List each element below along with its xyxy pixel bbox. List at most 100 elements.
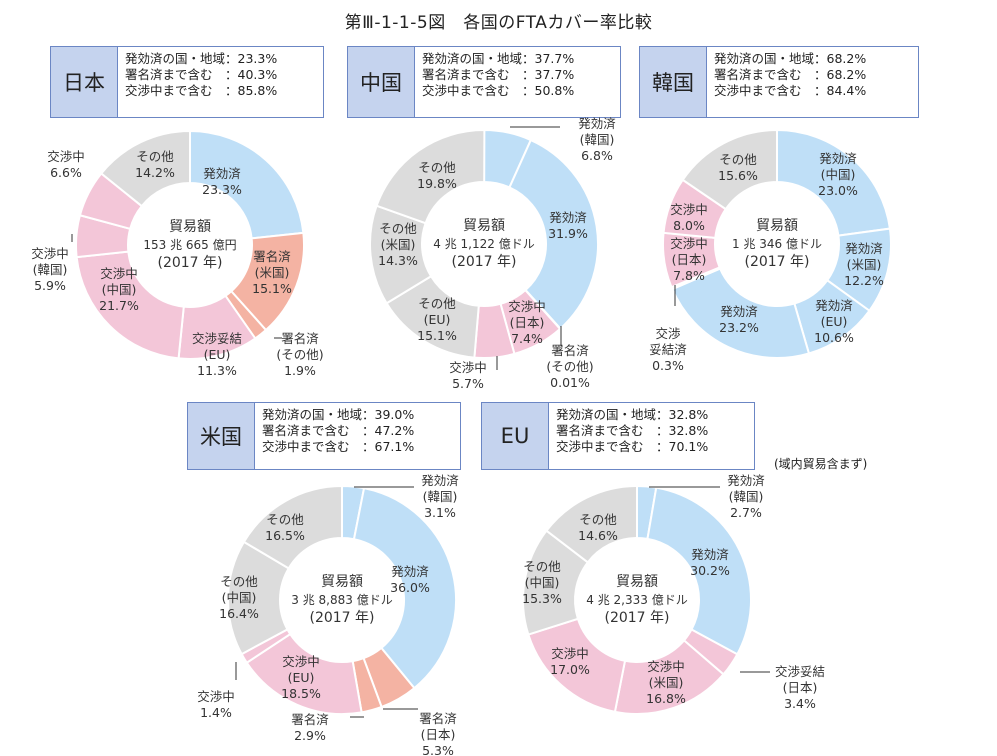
slice-label: (その他) [276,347,323,362]
slice-jp-7 [99,129,191,208]
slice-label: (EU) [288,670,315,685]
summary-row: 発効済の国・地域：23.3% [125,51,278,66]
summary-row: 発効済の国・地域：68.2% [714,51,867,66]
summary-rows: 発効済の国・地域：68.2% 署名済まで含む ：68.2% 交渉中まで含む ：8… [707,47,874,117]
slice-label: 5.3% [422,743,454,756]
slice-label: 19.8% [417,176,457,191]
slice-label: 23.2% [719,320,759,335]
slice-label: 交渉中 [449,360,487,375]
center-text: 貿易額 [169,219,211,235]
country-name: 日本 [51,47,118,117]
summary-row: 交渉中まで含む ：84.4% [714,83,867,98]
slice-label: 36.0% [390,580,430,595]
slice-label: 16.8% [646,691,686,706]
slice-label: 18.5% [281,686,321,701]
slice-label: 7.8% [673,268,705,283]
slice-label: 発効済 [720,304,758,319]
center-text: 貿易額 [756,218,798,234]
slice-label: その他 [418,296,456,311]
summary-rows: 発効済の国・地域：37.7% 署名済まで含む ：37.7% 交渉中まで含む ：5… [415,47,582,117]
slice-label: (韓国) [580,132,615,147]
slice-jp-0 [189,129,305,240]
slice-label: 15.1% [252,281,292,296]
summary-rows: 発効済の国・地域：32.8% 署名済まで含む ：32.8% 交渉中まで含む ：7… [549,403,716,469]
slice-label: (中国) [525,575,560,590]
slice-label: 3.4% [784,696,816,711]
slice-label: その他 [220,574,258,589]
slice-label: 発効済 [203,166,241,181]
slice-label: 15.6% [718,168,758,183]
slice-label: 10.6% [814,330,854,345]
summary-row: 発効済の国・地域：37.7% [422,51,575,66]
header-eu: EU 発効済の国・地域：32.8% 署名済まで含む ：32.8% 交渉中まで含む… [481,402,755,470]
center-text: 貿易額 [616,574,658,590]
slice-label: 16.4% [219,606,259,621]
slice-label: 署名済 [281,331,319,346]
slice-label: 14.6% [578,528,618,543]
slice-kr-7 [681,128,778,211]
slice-label: 6.6% [50,165,82,180]
slice-label: 発効済 [421,473,459,488]
summary-row: 署名済まで含む ：47.2% [262,423,415,438]
summary-row: 発効済の国・地域：39.0% [262,407,415,422]
slice-label: 交渉中 [670,236,708,251]
country-name: EU [482,403,549,469]
center-text: (2017 年) [744,254,809,270]
slice-label: 15.3% [522,591,562,606]
slice-label: (その他) [546,359,593,374]
slice-label: (EU) [424,312,451,327]
center-text: (2017 年) [451,254,516,270]
center-text: 4 兆 2,333 億ドル [586,593,687,607]
country-name: 米国 [188,403,255,469]
slice-cn-1 [508,138,599,331]
country-name: 韓国 [640,47,707,117]
slice-us-1 [352,486,457,690]
summary-row: 署名済まで含む ：37.7% [422,67,575,82]
summary-rows: 発効済の国・地域：39.0% 署名済まで含む ：47.2% 交渉中まで含む ：6… [255,403,422,469]
slice-label: 署名済 [253,249,291,264]
slice-label: 1.4% [200,705,232,720]
country-name: 中国 [348,47,415,117]
summary-row: 署名済まで含む ：40.3% [125,67,278,82]
center-text: (2017 年) [309,610,374,626]
slice-label: 発効済 [815,298,853,313]
center-text: 153 兆 665 億円 [143,238,236,252]
slice-label: 交渉妥結 [775,664,825,679]
slice-label: (日本) [421,727,456,742]
slice-label: 交渉中 [282,654,320,669]
slice-label: 交渉中 [647,659,685,674]
center-text: 貿易額 [463,218,505,234]
header-china: 中国 発効済の国・地域：37.7% 署名済まで含む ：37.7% 交渉中まで含む… [347,46,621,118]
slice-label: 21.7% [99,298,139,313]
slice-label: 12.2% [844,273,884,288]
slice-label: 17.0% [550,662,590,677]
slice-label: (米国) [381,237,416,252]
slice-label: (韓国) [423,489,458,504]
slice-label: 14.2% [135,165,175,180]
header-korea: 韓国 発効済の国・地域：68.2% 署名済まで含む ：68.2% 交渉中まで含む… [639,46,919,118]
slice-eu-6 [545,484,638,564]
summary-row: 交渉中まで含む ：50.8% [422,83,575,98]
slice-label: (韓国) [729,489,764,504]
center-text: (2017 年) [157,255,222,271]
slice-label: 5.7% [452,376,484,391]
slice-label: 交渉中 [551,646,589,661]
slice-label: 23.3% [202,182,242,197]
center-text: (2017 年) [604,610,669,626]
slice-label: 交渉中 [100,266,138,281]
slice-cn-7 [375,129,486,225]
slice-label: 30.2% [690,563,730,578]
slice-label: (中国) [222,590,257,605]
center-text: 貿易額 [321,574,363,590]
slice-label: 8.0% [673,218,705,233]
slice-label: 発効済 [819,151,857,166]
slice-label: 発効済 [727,473,765,488]
summary-row: 交渉中まで含む ：67.1% [262,439,415,454]
slice-label: (米国) [255,265,290,280]
slice-label: 署名済 [291,712,329,727]
slice-label: 0.3% [652,358,684,373]
slice-label: 15.1% [417,328,457,343]
slice-label: 交渉妥結 [192,331,242,346]
